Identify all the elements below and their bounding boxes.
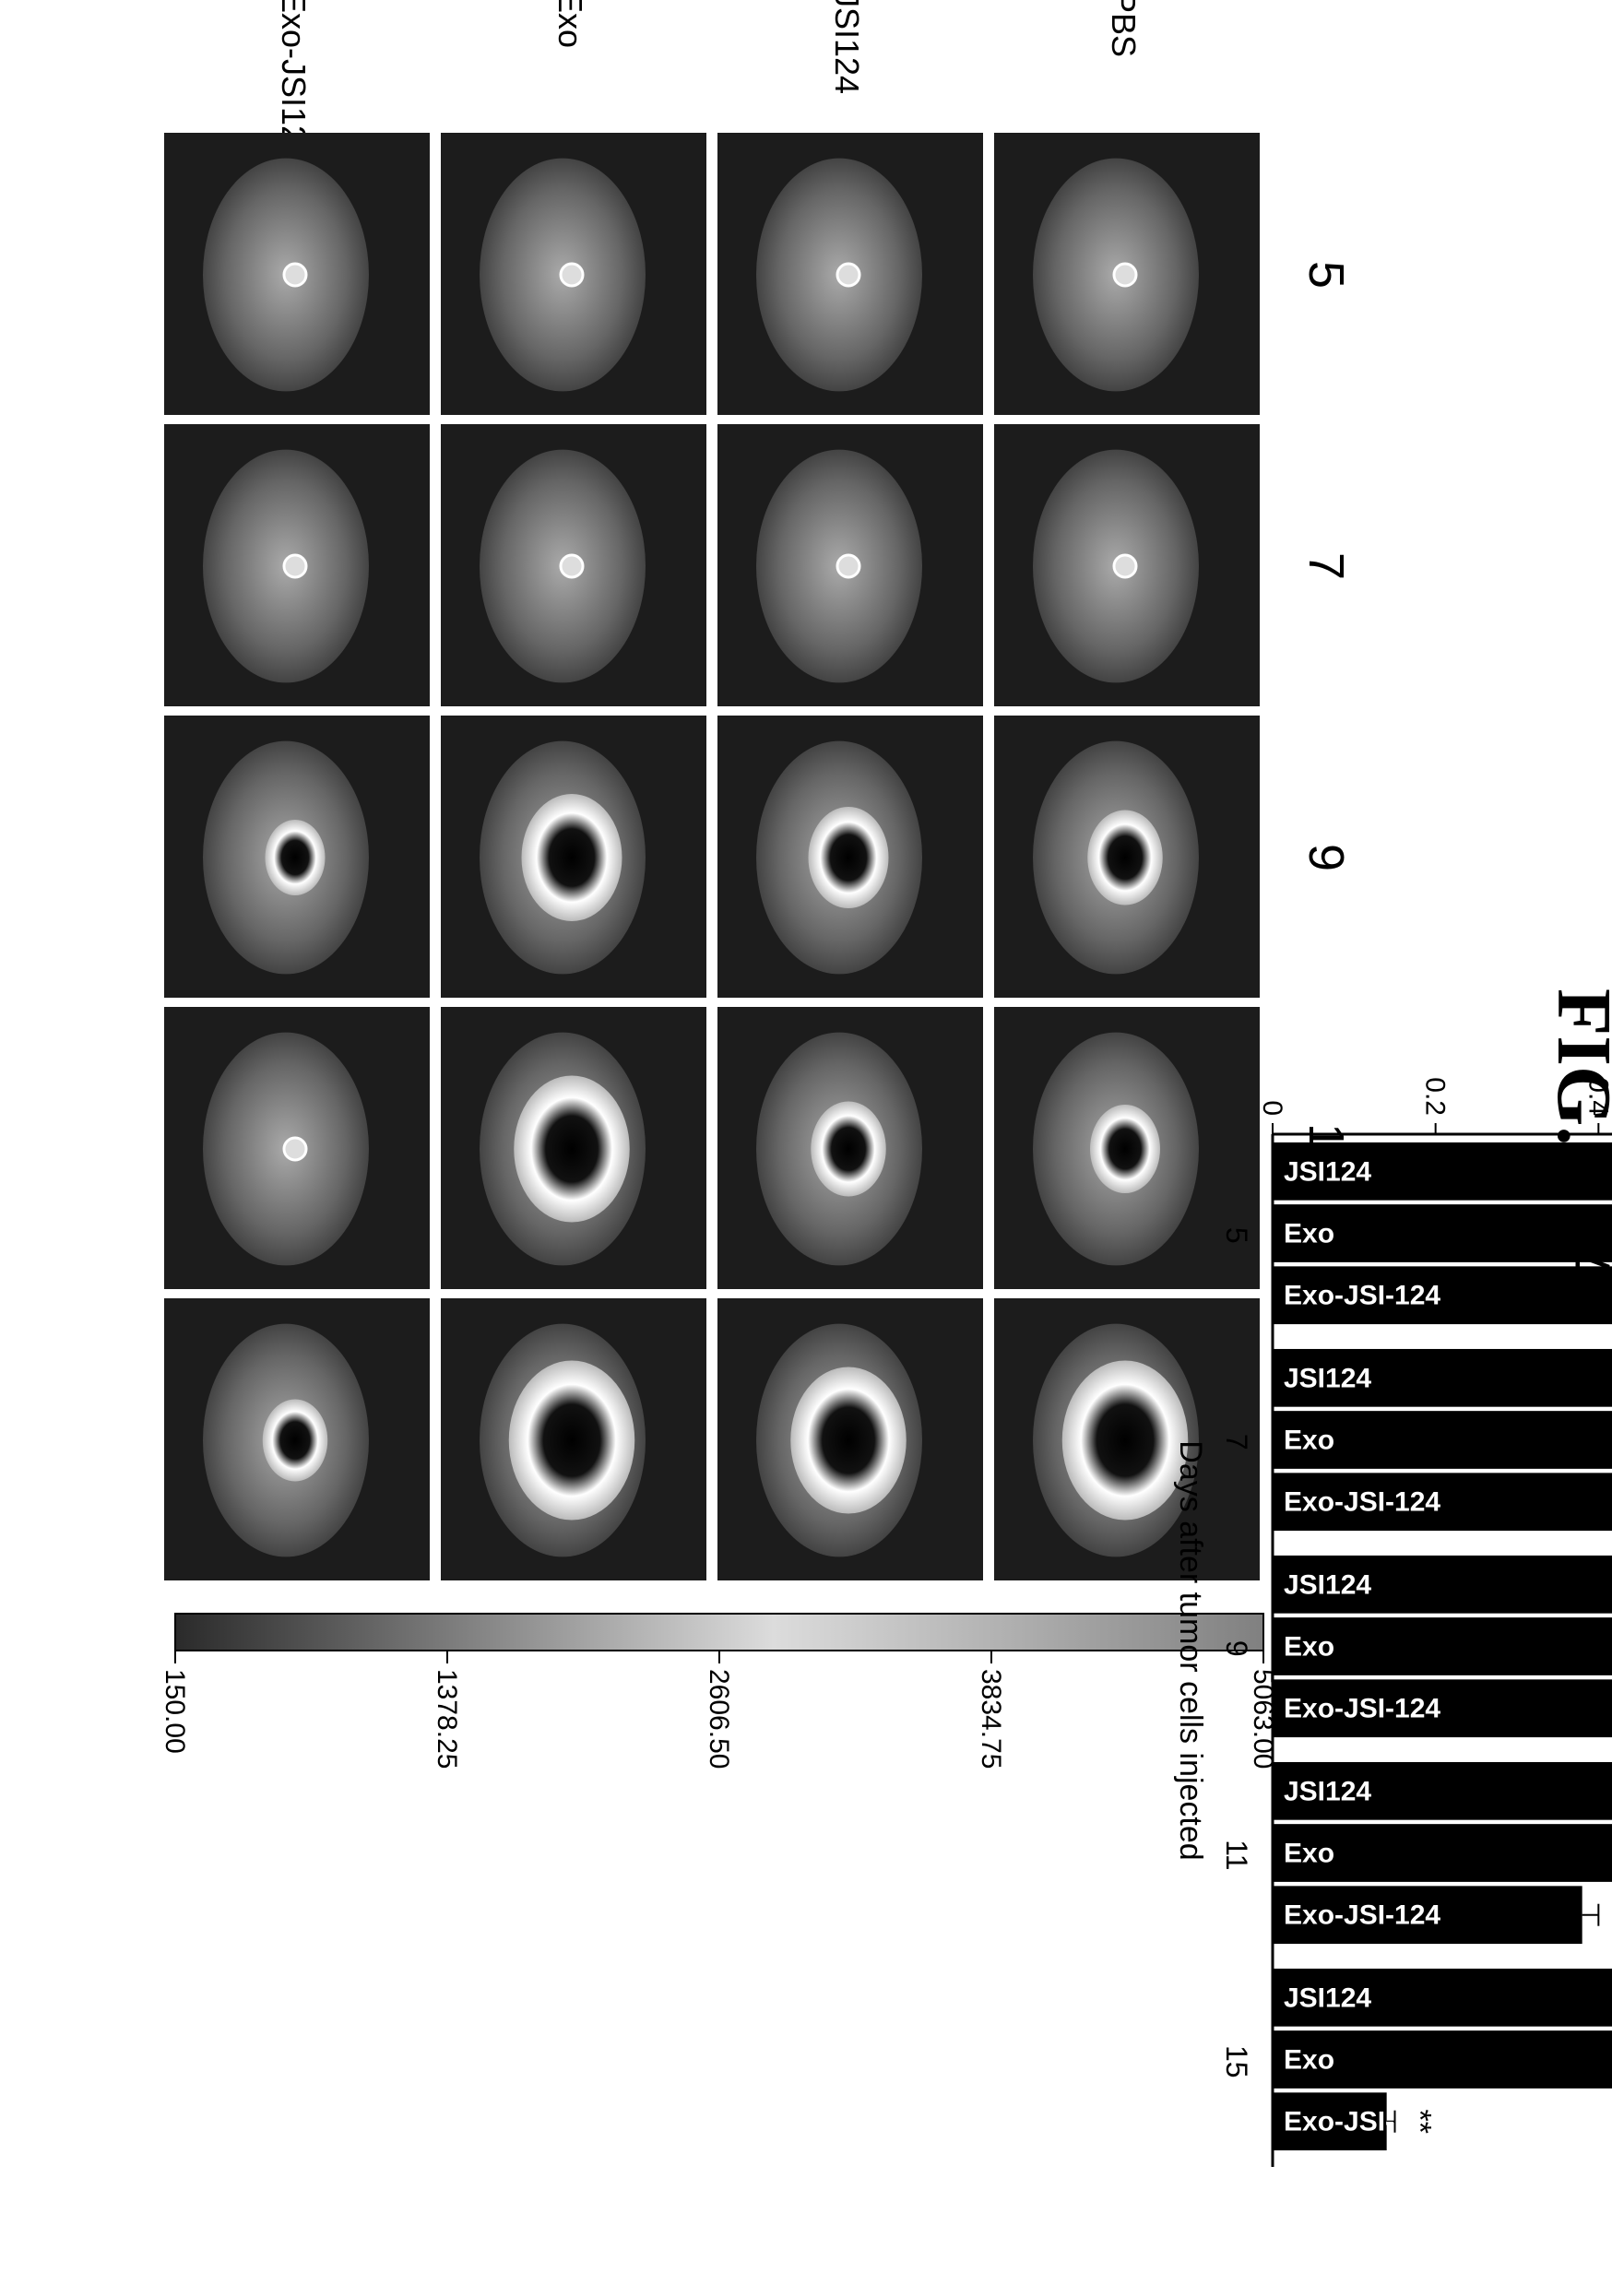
- tumor-signal: [282, 262, 308, 288]
- bar-label: Exo: [1284, 2045, 1334, 2076]
- mouse-image: [717, 424, 983, 706]
- y-tick-label: 0.4: [1582, 1077, 1612, 1116]
- mouse-image: [994, 1007, 1260, 1289]
- bar: [1273, 1266, 1612, 1325]
- tumor-signal: [508, 1360, 635, 1521]
- mouse-image: [994, 424, 1260, 706]
- mouse-image: [164, 424, 430, 706]
- mouse-image: [994, 1298, 1260, 1580]
- mouse-image: [164, 1298, 430, 1580]
- mouse-image: [717, 133, 983, 415]
- colorbar-tick-label: 3834.75: [976, 1669, 1006, 1769]
- colorbar: [174, 1613, 1264, 1651]
- chart-rotated: 00.20.40.60.81.01.2JSI124ExoExo-JSI-1245…: [1173, 1077, 1612, 2167]
- x-tick-label: 9: [1220, 1640, 1253, 1657]
- x-tick-label: 7: [1220, 1434, 1253, 1450]
- bar-label: Exo: [1284, 1426, 1334, 1456]
- bar-label: Exo: [1284, 1632, 1334, 1663]
- bar-label: JSI124: [1284, 1156, 1371, 1187]
- bar: [1273, 2030, 1612, 2089]
- mouse-image: [441, 1298, 706, 1580]
- tumor-signal: [1112, 262, 1138, 288]
- day-header: 5: [1298, 261, 1354, 289]
- mouse-image: [717, 1298, 983, 1580]
- bar-label: JSI124: [1284, 1569, 1371, 1600]
- day-header: 7: [1298, 552, 1354, 580]
- colorbar-tick-label: 2606.50: [704, 1669, 734, 1769]
- x-tick-label: 15: [1220, 2045, 1253, 2078]
- bar-label: Exo-JSI-124: [1284, 1281, 1440, 1311]
- mouse-image: [441, 424, 706, 706]
- mouse-image: [717, 716, 983, 998]
- x-tick-label: 5: [1220, 1227, 1253, 1244]
- bar: [1273, 1679, 1612, 1738]
- bar: [1273, 1204, 1612, 1262]
- mouse-image: [441, 716, 706, 998]
- mouse-image: [994, 716, 1260, 998]
- bar-label: Exo-JSI-124: [1284, 2107, 1440, 2137]
- figure-caption: FIG. 12A: [1541, 988, 1612, 1298]
- tumor-signal: [811, 1101, 886, 1197]
- bar-label: JSI124: [1284, 1982, 1371, 2013]
- tumor-signal: [790, 1367, 907, 1514]
- bar: [1273, 1761, 1612, 1820]
- bar: [1273, 2092, 1387, 2151]
- row-label: JSI124: [828, 0, 866, 94]
- bar-label: Exo-JSI-124: [1284, 1900, 1440, 1931]
- mouse-image: [441, 1007, 706, 1289]
- mouse-image: [994, 133, 1260, 415]
- tumor-signal: [836, 553, 861, 579]
- bar-label: Exo: [1284, 1219, 1334, 1249]
- bar: [1273, 1348, 1612, 1407]
- colorbar-tick-label: 1378.25: [432, 1669, 462, 1769]
- bar-label: JSI124: [1284, 1363, 1371, 1393]
- tumor-signal: [265, 820, 326, 895]
- row-label: PBS: [1105, 0, 1143, 57]
- tumor-signal: [836, 262, 861, 288]
- tumor-signal: [521, 794, 622, 921]
- day-header: 9: [1298, 844, 1354, 871]
- imaging-panel: 5791115PBSJSI124ExoExo-JSI124150.001378.…: [160, 0, 1354, 1769]
- tumor-signal: [1112, 553, 1138, 579]
- bar: [1273, 1142, 1612, 1201]
- tumor-signal: [808, 807, 889, 908]
- bar: [1273, 1555, 1612, 1614]
- significance-marker: **: [1606, 1902, 1612, 1926]
- bar: [1273, 1886, 1582, 1945]
- mouse-image: [164, 133, 430, 415]
- bar: [1273, 1617, 1612, 1675]
- bar-label: Exo: [1284, 1839, 1334, 1869]
- significance-marker: **: [1403, 2109, 1438, 2133]
- bar: [1273, 1411, 1612, 1469]
- tumor-signal: [1061, 1360, 1189, 1521]
- tumor-signal: [559, 262, 585, 288]
- mouse-image: [717, 1007, 983, 1289]
- bar-label: Exo-JSI-124: [1284, 1694, 1440, 1724]
- imaging-rotated: 5791115PBSJSI124ExoExo-JSI124150.001378.…: [160, 0, 1354, 1769]
- mouse-image: [164, 1007, 430, 1289]
- bar: [1273, 1968, 1612, 2027]
- tumor-signal: [1087, 810, 1163, 905]
- tumor-signal: [282, 553, 308, 579]
- colorbar-tick-label: 150.00: [160, 1669, 190, 1754]
- row-label: Exo: [551, 0, 589, 48]
- tumor-signal: [514, 1075, 630, 1223]
- y-tick-label: 0: [1257, 1100, 1287, 1116]
- mouse-image: [164, 716, 430, 998]
- y-tick-label: 0.2: [1420, 1077, 1451, 1116]
- tumor-signal: [262, 1399, 328, 1482]
- bar: [1273, 1473, 1612, 1532]
- bar-label: Exo-JSI-124: [1284, 1487, 1440, 1518]
- bar-chart: 00.20.40.60.81.01.2JSI124ExoExo-JSI-1245…: [1173, 1077, 1612, 2167]
- tumor-signal: [559, 553, 585, 579]
- bar: [1273, 1824, 1612, 1882]
- x-axis-label: Days after tumor cells injected: [1173, 1440, 1208, 1860]
- x-tick-label: 11: [1220, 1840, 1253, 1870]
- bar-label: JSI124: [1284, 1776, 1371, 1806]
- tumor-signal: [1090, 1105, 1160, 1193]
- mouse-image: [441, 133, 706, 415]
- tumor-signal: [282, 1136, 308, 1162]
